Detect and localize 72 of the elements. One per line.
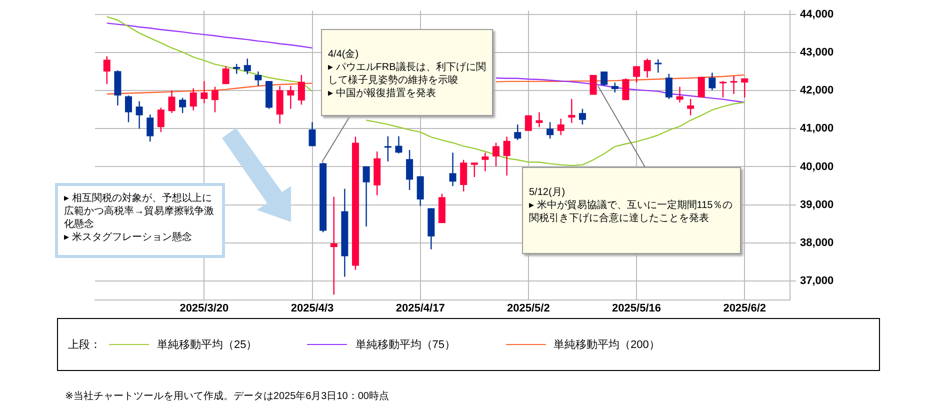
candlestick (687, 98, 694, 116)
candlestick (157, 107, 164, 133)
text: ※当社チャートツールを用いて作成。データは2025年6月3日10：00時点 (65, 390, 389, 403)
candlestick (665, 73, 672, 100)
candlestick (524, 114, 532, 132)
y-tick-label: 41,000 (800, 122, 834, 135)
candlestick (362, 166, 370, 228)
candlestick (741, 78, 748, 98)
candlestick (600, 70, 608, 87)
candlestick (557, 118, 564, 136)
candlestick (633, 66, 640, 84)
candlestick (654, 58, 662, 74)
candlestick (611, 82, 618, 94)
candlestick (179, 97, 186, 114)
x-tick-label: 2025/4/17 (396, 302, 445, 315)
candlestick (146, 114, 154, 142)
candlestick (168, 90, 176, 114)
annotation: 5/12(月) ▸ 米中が貿易協議で、互いに一定期間115％の関税引き下げに合意に達したことを発表 (522, 167, 741, 254)
candlestick (395, 136, 402, 154)
candlestick (578, 108, 586, 126)
y-tick-label: 43,000 (800, 46, 834, 59)
y-tick-label: 42,000 (800, 84, 834, 97)
candlestick (254, 70, 262, 87)
candlestick (644, 58, 651, 78)
candlestick (211, 86, 218, 113)
candlestick (136, 100, 143, 130)
candlestick (492, 142, 500, 167)
candlestick (125, 94, 132, 123)
candlestick (330, 196, 338, 296)
x-tick-label: 2025/5/2 (507, 302, 550, 315)
x-tick-label: 2025/6/2 (723, 302, 766, 315)
candlestick (698, 76, 705, 98)
candlestick (536, 112, 543, 128)
candlestick (514, 124, 522, 141)
legend-label: 単純移動平均（75） (355, 338, 456, 352)
callout-box: ▸ 相互関税の対象が、予想以上に広範かつ高税率→貿易摩擦戦争激化懸念 ▸ 米スタグフレーション懸念 (55, 183, 225, 258)
candlestick (222, 66, 230, 85)
candlestick (449, 152, 456, 187)
x-tick-label: 2025/5/16 (612, 302, 661, 315)
legend-label: 単純移動平均（200） (554, 338, 660, 352)
candlestick (244, 58, 251, 75)
candlestick (460, 159, 468, 192)
y-tick-label: 37,000 (800, 274, 834, 287)
candlestick (503, 136, 510, 176)
candlestick (308, 122, 316, 147)
y-tick-label: 40,000 (800, 160, 834, 173)
candlestick (200, 80, 208, 104)
candlestick (470, 162, 478, 178)
x-tick-label: 2025/4/3 (290, 302, 334, 315)
candlestick (708, 72, 716, 91)
candlestick (622, 78, 630, 101)
legend-label: 単純移動平均（25） (157, 338, 258, 352)
candlestick (190, 88, 197, 111)
y-tick-label: 39,000 (800, 198, 834, 211)
candlestick (590, 74, 597, 96)
annotation: 4/4(金) ▸ パウエルFRB議長は、利下げに関して様子見姿勢の維持を示唆 ▸ 中国が報復措置を発表 (321, 29, 493, 116)
candlestick (298, 74, 305, 106)
candlestick (730, 75, 738, 95)
x-tick-label: 2025/3/20 (180, 302, 229, 315)
candlestick (482, 152, 489, 172)
candlestick (233, 63, 240, 74)
candlestick (103, 56, 110, 85)
legend-title: 上段： (68, 338, 101, 352)
candlestick (287, 85, 294, 110)
candlestick (546, 122, 554, 140)
candlestick (406, 149, 414, 191)
y-tick-label: 38,000 (800, 236, 834, 249)
candlestick (568, 98, 576, 124)
candlestick (384, 136, 392, 162)
y-tick-label: 44,000 (800, 8, 834, 20)
candlestick (719, 80, 726, 98)
candlestick (416, 176, 424, 207)
